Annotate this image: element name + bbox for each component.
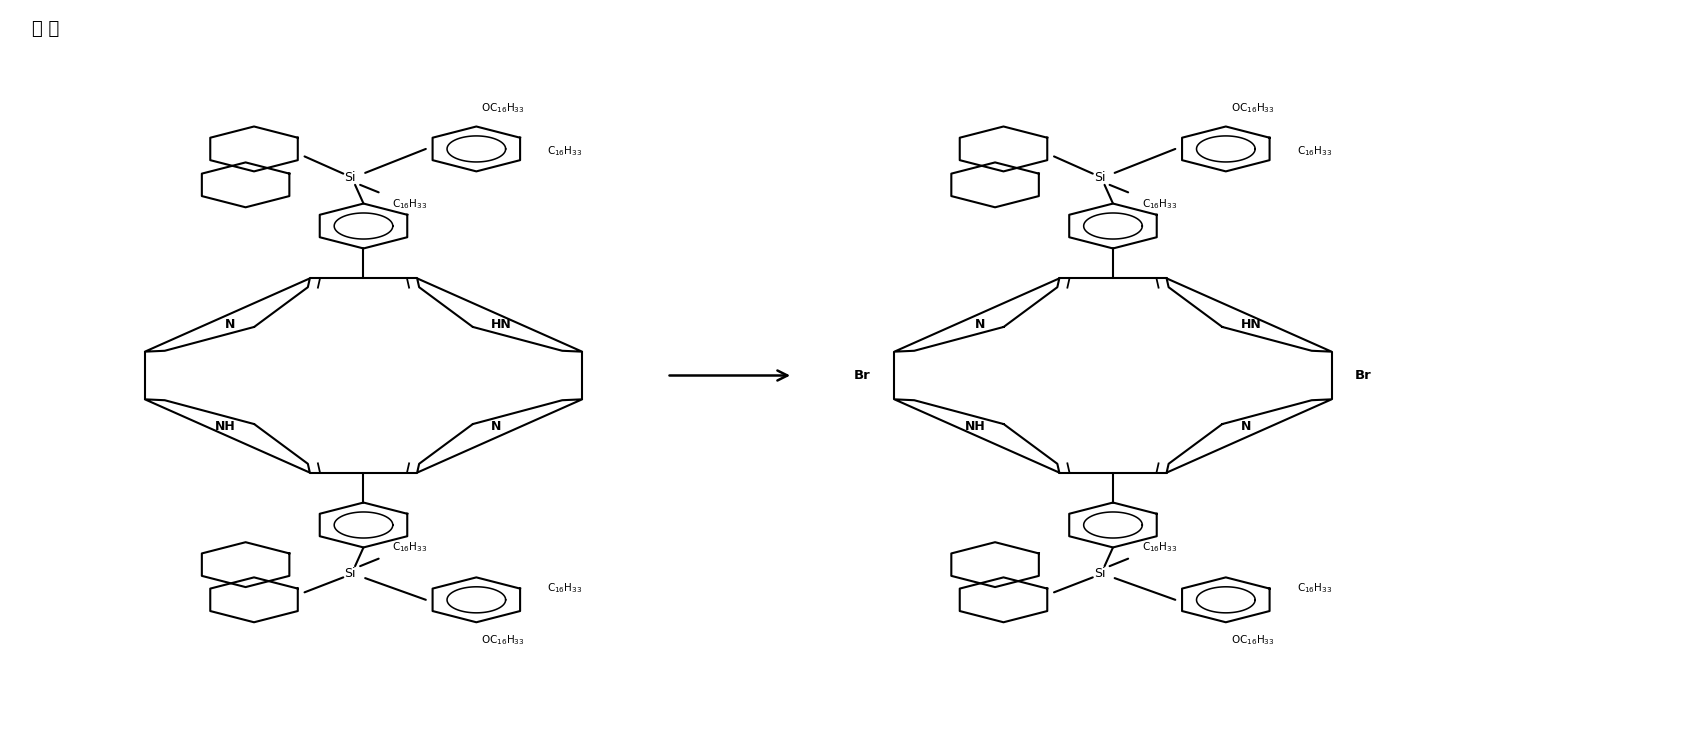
Text: C$_{16}$H$_{33}$: C$_{16}$H$_{33}$ (391, 197, 427, 210)
Text: C$_{16}$H$_{33}$: C$_{16}$H$_{33}$ (1297, 582, 1333, 596)
Text: Si: Si (344, 171, 356, 184)
Text: C$_{16}$H$_{33}$: C$_{16}$H$_{33}$ (1142, 541, 1178, 554)
Text: C$_{16}$H$_{33}$: C$_{16}$H$_{33}$ (1297, 144, 1333, 158)
Text: OC$_{16}$H$_{33}$: OC$_{16}$H$_{33}$ (1232, 101, 1274, 115)
Text: N: N (975, 318, 985, 331)
Text: C$_{16}$H$_{33}$: C$_{16}$H$_{33}$ (547, 582, 582, 596)
Text: C$_{16}$H$_{33}$: C$_{16}$H$_{33}$ (391, 541, 427, 554)
Text: 口 成: 口 成 (32, 20, 59, 38)
Text: NH: NH (214, 420, 236, 433)
Text: NH: NH (965, 420, 985, 433)
Text: Si: Si (1093, 171, 1105, 184)
Text: C$_{16}$H$_{33}$: C$_{16}$H$_{33}$ (547, 144, 582, 158)
Text: Si: Si (1093, 567, 1105, 580)
Text: OC$_{16}$H$_{33}$: OC$_{16}$H$_{33}$ (481, 634, 525, 647)
Text: HN: HN (491, 318, 513, 331)
Text: Br: Br (1355, 369, 1372, 382)
Text: Si: Si (344, 567, 356, 580)
Text: OC$_{16}$H$_{33}$: OC$_{16}$H$_{33}$ (1232, 634, 1274, 647)
Text: HN: HN (1242, 318, 1262, 331)
Text: OC$_{16}$H$_{33}$: OC$_{16}$H$_{33}$ (481, 101, 525, 115)
Text: Br: Br (854, 369, 870, 382)
Text: N: N (226, 318, 236, 331)
Text: N: N (1242, 420, 1252, 433)
Text: C$_{16}$H$_{33}$: C$_{16}$H$_{33}$ (1142, 197, 1178, 210)
Text: N: N (491, 420, 501, 433)
